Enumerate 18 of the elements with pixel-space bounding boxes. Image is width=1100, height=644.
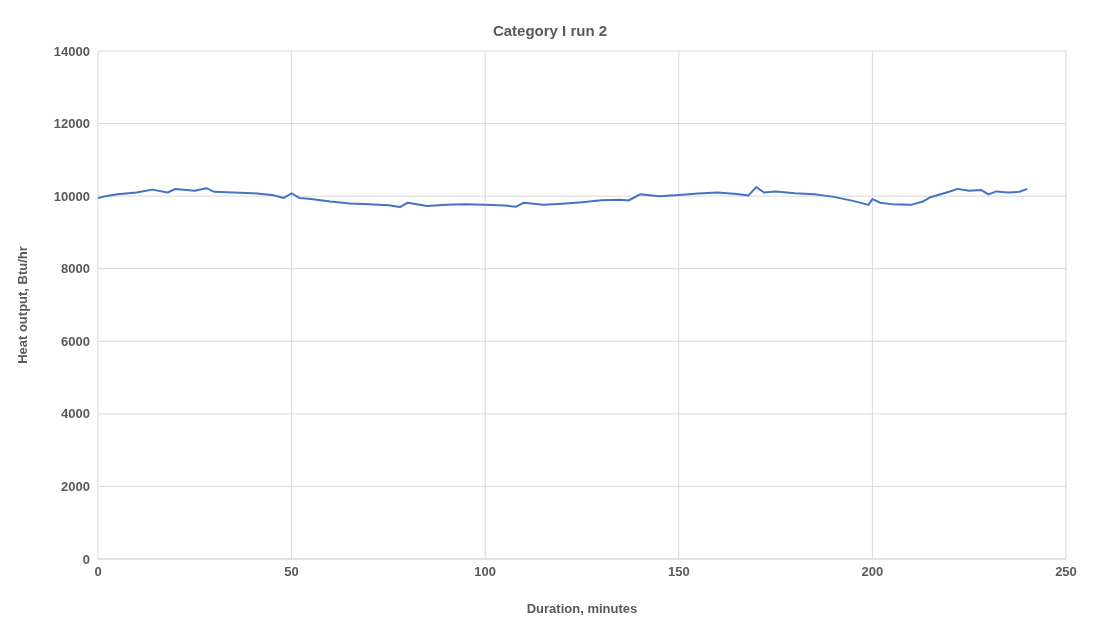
line-series [98,186,1029,209]
y-tick-label: 12000 [53,116,90,132]
y-tick-label: 2000 [61,479,90,495]
y-tick-label: 6000 [61,333,90,349]
x-tick-label: 250 [1055,564,1077,580]
y-axis-title: Heat output, Btu/hr [14,246,30,364]
y-tick-label: 8000 [61,261,90,277]
y-tick-label: 4000 [61,406,90,422]
y-tick-label: 14000 [53,43,90,59]
x-tick-label: 200 [861,564,884,580]
x-tick-label: 50 [284,564,299,580]
x-tick-label: 150 [667,564,690,580]
x-tick-label: 0 [94,564,102,580]
y-tick-label: 0 [82,551,90,567]
chart-title: Category I run 2 [491,21,609,39]
x-axis-title: Duration, minutes [526,601,638,616]
x-tick-label: 100 [474,564,497,580]
y-tick-label: 10000 [53,188,90,204]
